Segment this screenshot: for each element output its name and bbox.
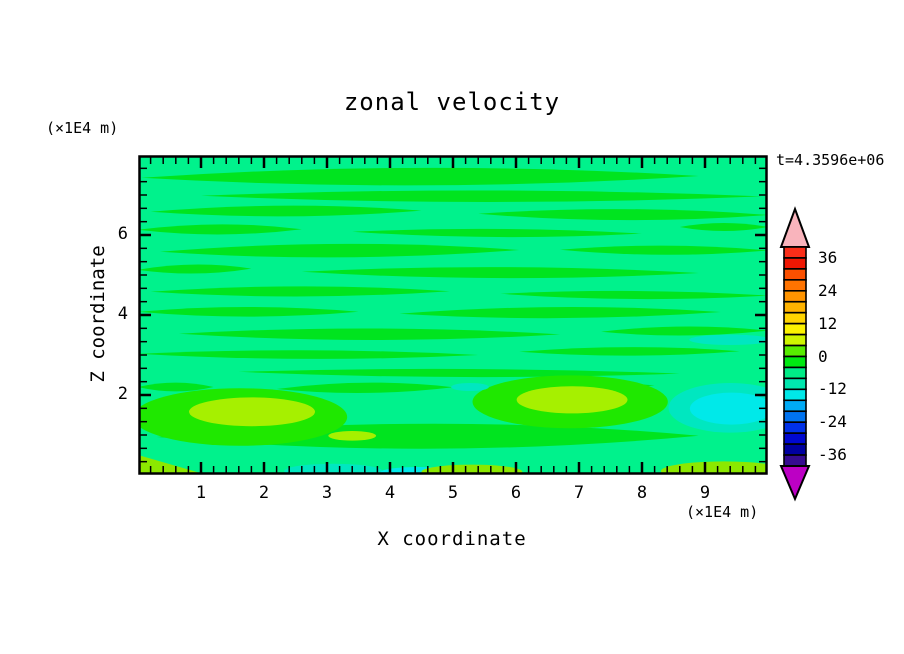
contour-streak <box>139 264 252 274</box>
colorbar-tick-label: 36 <box>818 247 838 267</box>
x-tick-label: 5 <box>447 483 459 503</box>
axis-ticks <box>140 157 766 473</box>
contour-feature-chartreuse <box>516 386 628 414</box>
z-tick-label: 2 <box>117 384 128 404</box>
colorbar-over-arrow <box>779 206 811 248</box>
contour-streak <box>519 347 740 356</box>
colorbar-box <box>783 279 807 292</box>
contour-feature-aquamarine <box>284 463 383 474</box>
x-tick-label: 4 <box>384 483 396 503</box>
x-tick-label: 8 <box>636 483 648 503</box>
contour-streak <box>500 290 767 300</box>
x-tick-label: 3 <box>321 483 333 503</box>
contour-feature-aquamarine <box>451 383 489 391</box>
colorbar-box <box>783 399 807 413</box>
contour-streak <box>301 267 699 279</box>
contour-field <box>139 156 767 474</box>
contour-streak <box>560 245 767 255</box>
contour-streak <box>276 382 453 393</box>
colorbar-tick-label: 0 <box>818 346 828 366</box>
contour-streak <box>139 224 302 235</box>
colorbar-box <box>783 443 807 456</box>
colorbar-box <box>783 355 807 369</box>
x-tick-label: 6 <box>510 483 522 503</box>
contour-feature-green_yellow <box>660 461 767 474</box>
colorbar-tick-label: -24 <box>818 412 847 432</box>
contour-streak <box>201 190 762 202</box>
contour-feature-chartreuse <box>328 431 377 441</box>
contour-feature-aquamarine <box>689 334 767 345</box>
colorbar-box <box>783 377 807 391</box>
colorbar-box <box>783 388 807 402</box>
colorbar-box <box>783 311 807 325</box>
colorbar-box <box>783 322 807 336</box>
colorbar-tick-label: 12 <box>818 313 838 333</box>
x-axis-unit-label: (×1E4 m) <box>686 503 759 521</box>
contour-streak <box>679 223 767 231</box>
colorbar-box <box>783 410 807 423</box>
x-tick-label: 1 <box>195 483 207 503</box>
contour-feature-chartreuse <box>189 397 316 427</box>
contour-plot <box>138 155 768 475</box>
colorbar-box <box>783 290 807 303</box>
contour-streak <box>601 326 767 336</box>
x-tick-label: 2 <box>258 483 270 503</box>
z-tick-label: 6 <box>117 224 128 244</box>
contour-feature-cyan <box>689 392 767 425</box>
z-tick-label: 4 <box>117 304 128 324</box>
contour-streak <box>139 350 479 359</box>
contour-corner-feature <box>139 455 204 474</box>
contour-feature-green_yellow <box>421 464 523 474</box>
contour-streak <box>150 205 422 217</box>
contour-streak <box>150 286 450 297</box>
colorbar-box <box>783 344 807 358</box>
contour-streak <box>139 382 214 392</box>
colorbar-under-arrow <box>779 465 811 502</box>
colorbar-box <box>783 366 807 380</box>
contour-streak <box>238 368 680 378</box>
x-axis-title: X coordinate <box>377 528 527 550</box>
contour-streak <box>478 209 767 221</box>
colorbar-box <box>783 300 807 314</box>
colorbar-box <box>783 454 807 467</box>
colorbar-box <box>783 333 807 347</box>
colorbar-box <box>783 246 807 259</box>
contour-streak <box>352 228 642 238</box>
colorbar-tick-label: 24 <box>818 280 838 300</box>
contour-streak <box>178 328 561 340</box>
plot-title: zonal velocity <box>343 88 561 116</box>
contour-streak <box>139 307 359 317</box>
colorbar <box>779 206 811 502</box>
colorbar-box <box>783 268 807 281</box>
colorbar-tick-label: -36 <box>818 445 847 465</box>
colorbar-box <box>783 257 807 270</box>
x-tick-label: 7 <box>573 483 585 503</box>
z-axis-unit-label: (×1E4 m) <box>46 119 119 137</box>
x-tick-label: 9 <box>699 483 711 503</box>
colorbar-tick-label: -12 <box>818 379 847 399</box>
contour-streak <box>399 307 721 319</box>
time-annotation: t=4.3596e+06 <box>776 151 885 169</box>
contour-streak <box>160 243 520 258</box>
plot-frame <box>138 155 768 475</box>
colorbar-box <box>783 432 807 445</box>
contour-streak <box>141 167 699 186</box>
colorbar-box <box>783 421 807 434</box>
